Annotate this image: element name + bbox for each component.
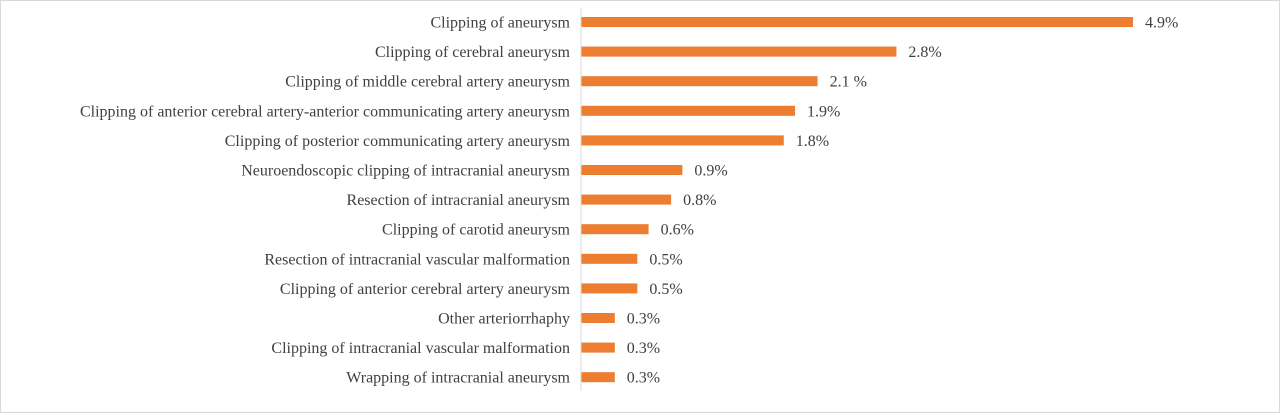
category-label: Clipping of cerebral aneurysm	[375, 44, 571, 61]
category-label: Other arteriorrhaphy	[438, 311, 570, 328]
data-label: 2.8%	[908, 44, 941, 61]
bar	[581, 224, 649, 235]
bar	[581, 17, 1133, 27]
data-label: 0.3%	[627, 311, 660, 328]
data-label: 0.8%	[683, 192, 716, 209]
bar	[581, 283, 638, 294]
bars-group	[581, 17, 1133, 383]
bar	[581, 342, 615, 353]
category-label: Clipping of anterior cerebral artery-ant…	[80, 103, 571, 120]
bar	[581, 135, 784, 146]
category-label: Clipping of posterior communicating arte…	[225, 133, 571, 150]
bar	[581, 253, 638, 264]
data-label: 0.5%	[649, 251, 682, 268]
category-labels-group: Clipping of aneurysm Clipping of cerebral…	[80, 15, 571, 387]
data-label: 2.1 %	[830, 74, 867, 91]
category-label: Clipping of aneurysm	[430, 15, 570, 32]
data-label: 1.9%	[807, 103, 840, 120]
category-label: Clipping of anterior cerebral artery ane…	[280, 281, 571, 298]
data-label: 0.5%	[649, 281, 682, 298]
value-labels-group: 4.9% 2.8% 2.1 % 1.9% 1.8% 0.9% 0.8% 0.6% 0.5% 0.5…	[627, 15, 1179, 387]
bar	[581, 105, 796, 116]
data-label: 4.9%	[1145, 15, 1178, 32]
category-label: Resection of intracranial vascular malfo…	[264, 251, 570, 268]
data-label: 1.8%	[796, 133, 829, 150]
bar	[581, 313, 615, 323]
data-label: 0.3%	[627, 340, 660, 357]
bar	[581, 372, 615, 383]
data-label: 0.3%	[627, 370, 660, 387]
bar	[581, 194, 672, 205]
bar	[581, 46, 897, 57]
category-label: Resection of intracranial aneurysm	[347, 192, 571, 209]
bar	[581, 76, 818, 87]
data-label: 0.6%	[661, 222, 694, 239]
category-label: Wrapping of intracranial aneurysm	[346, 370, 570, 387]
category-label: Neuroendoscopic clipping of intracranial…	[241, 163, 570, 180]
data-label: 0.9%	[694, 163, 727, 180]
category-label: Clipping of intracranial vascular malfor…	[271, 340, 570, 357]
category-label: Clipping of middle cerebral artery aneur…	[285, 74, 570, 91]
category-label: Clipping of carotid aneurysm	[382, 222, 571, 239]
bar	[581, 165, 683, 175]
